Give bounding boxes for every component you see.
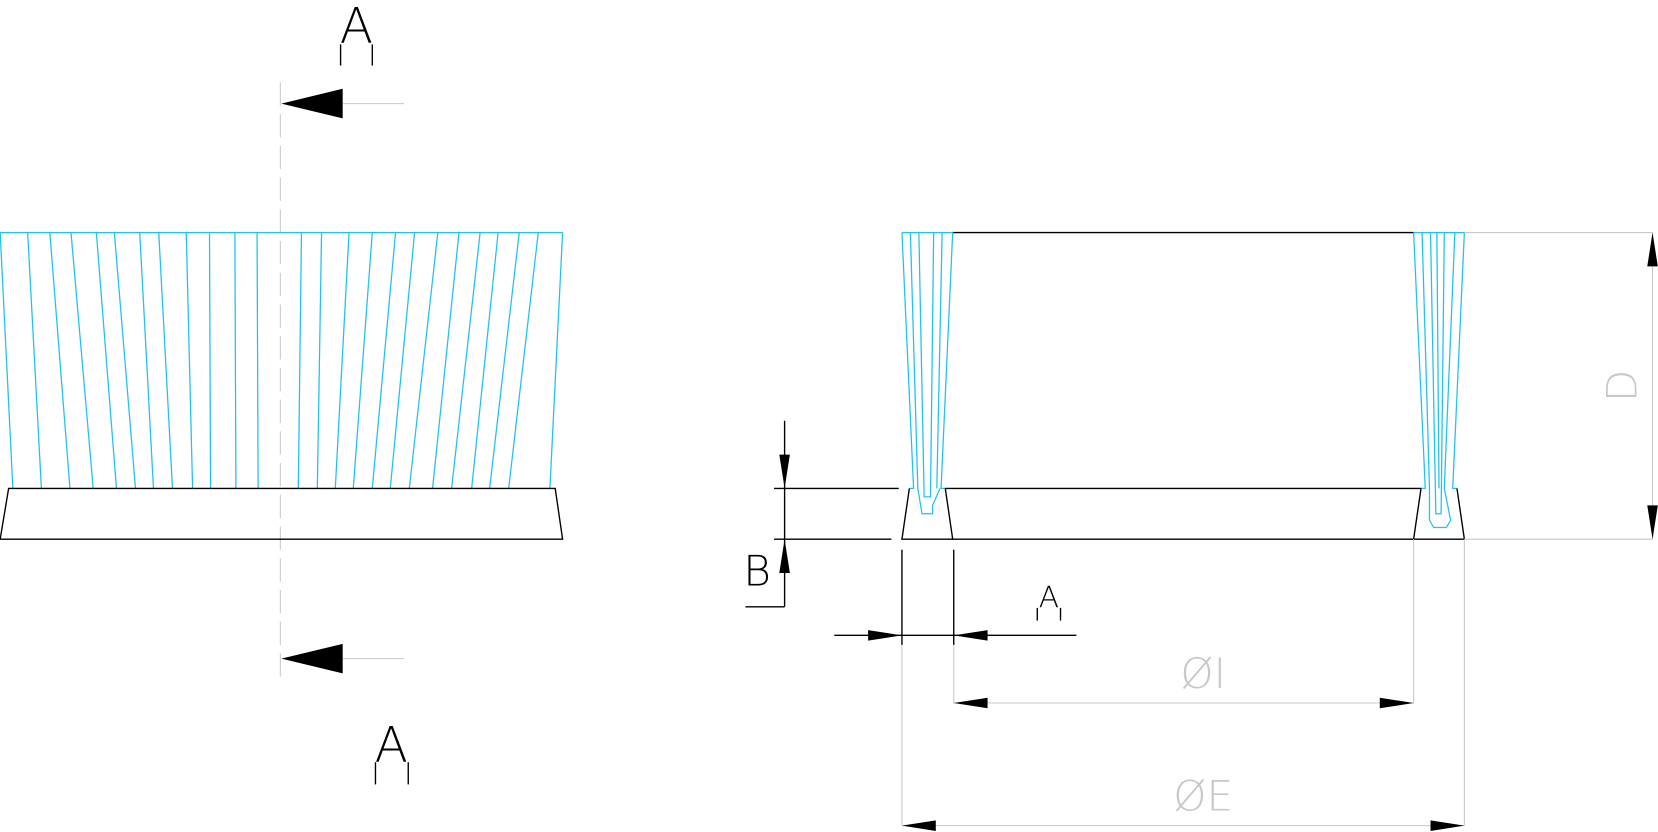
bristle	[316, 232, 323, 489]
bristle	[940, 232, 954, 490]
dim-arrow	[868, 630, 902, 641]
base-section	[901, 488, 954, 540]
bristle	[371, 232, 397, 489]
bristle	[471, 232, 499, 489]
section-label: A	[375, 717, 408, 773]
section-arrow	[281, 88, 343, 119]
dim-arrow	[1379, 697, 1414, 709]
bristle	[1429, 232, 1445, 515]
dim-label: B	[743, 547, 771, 596]
bristle	[936, 232, 943, 489]
bristle	[49, 232, 71, 489]
dim-label: D	[1598, 370, 1647, 403]
bristle	[1421, 232, 1456, 529]
bristles	[901, 231, 1465, 529]
bristle	[256, 232, 259, 489]
bristle-edge	[0, 232, 14, 489]
bristle	[139, 232, 155, 489]
brush-base	[0, 487, 564, 540]
base-section	[1412, 488, 1466, 540]
bristle	[901, 232, 915, 490]
dim-arrow	[1647, 232, 1658, 267]
dim-arrow	[779, 539, 790, 573]
bristle	[208, 232, 212, 489]
bristle	[1436, 232, 1440, 489]
dim-label: ØI	[1180, 649, 1226, 698]
bristle	[185, 232, 194, 489]
bristle	[158, 232, 174, 489]
dim-arrow	[953, 630, 988, 641]
bristle	[113, 232, 137, 489]
bristle	[909, 232, 941, 515]
bristle	[508, 232, 539, 489]
bristle	[918, 232, 935, 498]
section-arrow	[281, 643, 343, 674]
bristle	[389, 232, 416, 489]
bristle-edge	[549, 232, 564, 489]
bristle	[450, 232, 481, 489]
bristle	[70, 232, 94, 489]
bristle	[1452, 232, 1465, 490]
bristle	[334, 232, 350, 489]
bristle	[27, 232, 43, 489]
bristle	[408, 232, 439, 489]
dim-label: ØE	[1173, 772, 1233, 821]
dim-arrow	[1430, 820, 1465, 831]
bristle	[431, 232, 460, 489]
bristle	[234, 232, 237, 489]
dim-arrow	[1647, 505, 1658, 540]
dim-arrow	[953, 697, 988, 709]
bristle	[95, 232, 118, 489]
section-label: A	[340, 0, 373, 55]
dim-arrow	[779, 454, 790, 489]
bristle	[1412, 232, 1426, 490]
bristle	[297, 232, 303, 489]
dim-label: A	[1039, 580, 1059, 614]
dim-arrow	[901, 820, 936, 831]
bristle	[352, 232, 373, 489]
bristle	[489, 232, 520, 489]
bristles	[0, 231, 564, 489]
